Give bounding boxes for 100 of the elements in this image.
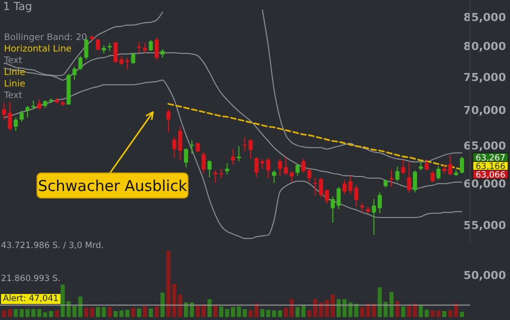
y-tick-label: 65,000 <box>464 139 506 152</box>
annotation: Linie <box>4 79 26 90</box>
chart-title: 1 Tag <box>3 0 32 13</box>
candlestick <box>96 38 100 51</box>
candlestick <box>20 110 24 122</box>
candlestick <box>360 202 364 213</box>
candlestick <box>412 170 418 194</box>
bar <box>190 302 194 317</box>
candlestick <box>137 41 142 54</box>
y-tick-label: 85,000 <box>464 10 506 24</box>
bar <box>401 306 406 317</box>
candlestick <box>78 55 82 71</box>
candlestick <box>395 166 400 182</box>
bar <box>230 307 236 317</box>
candlestick <box>254 156 259 178</box>
bar <box>389 292 394 317</box>
bar <box>360 307 364 317</box>
y-tick-label: 55,000 <box>464 219 506 232</box>
bar <box>8 309 12 317</box>
candlestick <box>125 57 130 70</box>
candlestick <box>8 101 12 132</box>
bar <box>102 307 106 317</box>
bar <box>248 310 253 317</box>
candlestick <box>278 158 282 176</box>
annotation: 43.721.986 S. / 3,0 Mrd. <box>1 241 104 251</box>
bar <box>442 311 446 317</box>
bar <box>460 312 464 317</box>
bar <box>148 308 153 317</box>
candlestick <box>25 105 30 118</box>
bar <box>142 306 147 317</box>
candlestick <box>313 176 318 196</box>
text: 63,066 <box>476 170 506 181</box>
bar <box>108 307 112 317</box>
candlestick <box>72 66 77 80</box>
annotation: Linie <box>4 68 26 78</box>
candlestick <box>460 156 464 174</box>
candlestick <box>184 148 188 168</box>
bar <box>430 310 435 317</box>
bar <box>160 292 165 317</box>
candlestick <box>154 37 159 61</box>
candlestick <box>207 160 212 178</box>
bar <box>2 310 6 317</box>
candlestick <box>389 169 394 188</box>
candlestick <box>342 179 347 195</box>
candlestick <box>230 148 236 166</box>
candlestick <box>324 188 329 205</box>
bar <box>96 307 100 317</box>
annotation: Text <box>3 91 23 101</box>
candlestick <box>407 162 412 194</box>
bar <box>48 311 54 317</box>
line-series <box>4 80 462 240</box>
bar <box>72 306 77 317</box>
candlestick <box>148 40 153 52</box>
bar <box>301 305 306 317</box>
bar <box>119 310 124 317</box>
candlestick <box>236 146 241 162</box>
candlestick <box>166 108 170 133</box>
text: 63,267 <box>476 153 506 164</box>
bar <box>278 310 282 317</box>
y-tick-label: 70,000 <box>464 104 506 117</box>
candlestick <box>430 170 435 183</box>
annotation: 50,000 <box>464 268 506 282</box>
annotation: Bollinger Band: 20 <box>4 33 88 43</box>
bar <box>154 306 159 317</box>
bar <box>342 299 347 317</box>
candlestick <box>202 152 206 174</box>
candlestick <box>142 42 147 54</box>
candlestick <box>424 159 429 171</box>
bar <box>131 308 136 317</box>
candlestick <box>131 52 136 64</box>
bar <box>125 310 130 317</box>
candlestick <box>301 158 306 174</box>
bar <box>296 307 300 317</box>
annotation: Alert: 47,041 <box>3 294 59 304</box>
annotation: Horizontal Line <box>4 44 72 55</box>
annotation: Schwacher Ausblick <box>38 176 188 195</box>
candlestick <box>272 170 276 184</box>
candlestick <box>296 164 300 176</box>
candlestick <box>14 117 18 132</box>
y-tick-label: 75,000 <box>464 70 506 84</box>
candlestick <box>2 102 6 120</box>
candlestick <box>119 55 124 66</box>
candlestick <box>401 159 406 175</box>
bar <box>319 302 324 317</box>
bar <box>54 310 59 317</box>
candlestick <box>37 98 42 110</box>
annotation: 21.860.993 S. <box>1 274 60 284</box>
bar <box>78 296 82 317</box>
bar <box>184 302 188 317</box>
bar <box>25 309 30 317</box>
bar <box>207 299 212 317</box>
text: 63,166 <box>476 162 506 172</box>
bar <box>114 311 118 317</box>
bar <box>436 310 441 317</box>
bar <box>395 301 400 317</box>
candlestick <box>114 41 118 64</box>
candlestick <box>319 178 324 198</box>
candlestick <box>436 166 441 180</box>
bar <box>336 299 341 317</box>
bar <box>407 306 412 317</box>
